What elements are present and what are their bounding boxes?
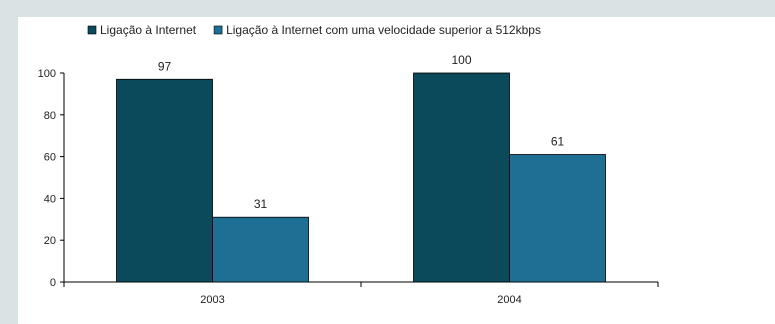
legend-swatch-1 <box>87 25 97 35</box>
x-tick-label-2003: 2003 <box>200 294 224 306</box>
x-tick-label-2004: 2004 <box>497 294 521 306</box>
data-label-2003-series-1: 97 <box>158 59 172 73</box>
bar-2004-series-2 <box>509 154 606 283</box>
y-tick-label-20: 20 <box>44 235 56 247</box>
data-label-2004-series-1: 100 <box>451 53 471 67</box>
chart-bars <box>116 72 606 283</box>
bar-2003-series-2 <box>212 216 309 283</box>
y-tick-label-0: 0 <box>50 277 56 289</box>
y-tick-label-100: 100 <box>38 68 56 80</box>
bar-2003-series-1 <box>116 78 213 283</box>
legend-label-2: Ligação à Internet com uma velocidade su… <box>226 23 541 37</box>
legend-swatch-2 <box>213 25 223 35</box>
y-tick-label-60: 60 <box>44 152 56 164</box>
y-tick-label-80: 80 <box>44 110 56 122</box>
legend-label-1: Ligação à Internet <box>100 23 197 37</box>
data-label-2004-series-2: 61 <box>551 135 565 149</box>
chart-labels: 97 31 2003 100 61 2004 <box>158 53 565 306</box>
chart-legend: Ligação à Internet Ligação à Internet com… <box>87 23 541 37</box>
y-tick-label-40: 40 <box>44 193 56 205</box>
data-label-2003-series-2: 31 <box>254 197 268 211</box>
bar-2004-series-1 <box>413 72 510 283</box>
bar-chart: Ligação à Internet Ligação à Internet com… <box>38 23 659 306</box>
chart-frame: Ligação à Internet Ligação à Internet com… <box>18 17 775 324</box>
